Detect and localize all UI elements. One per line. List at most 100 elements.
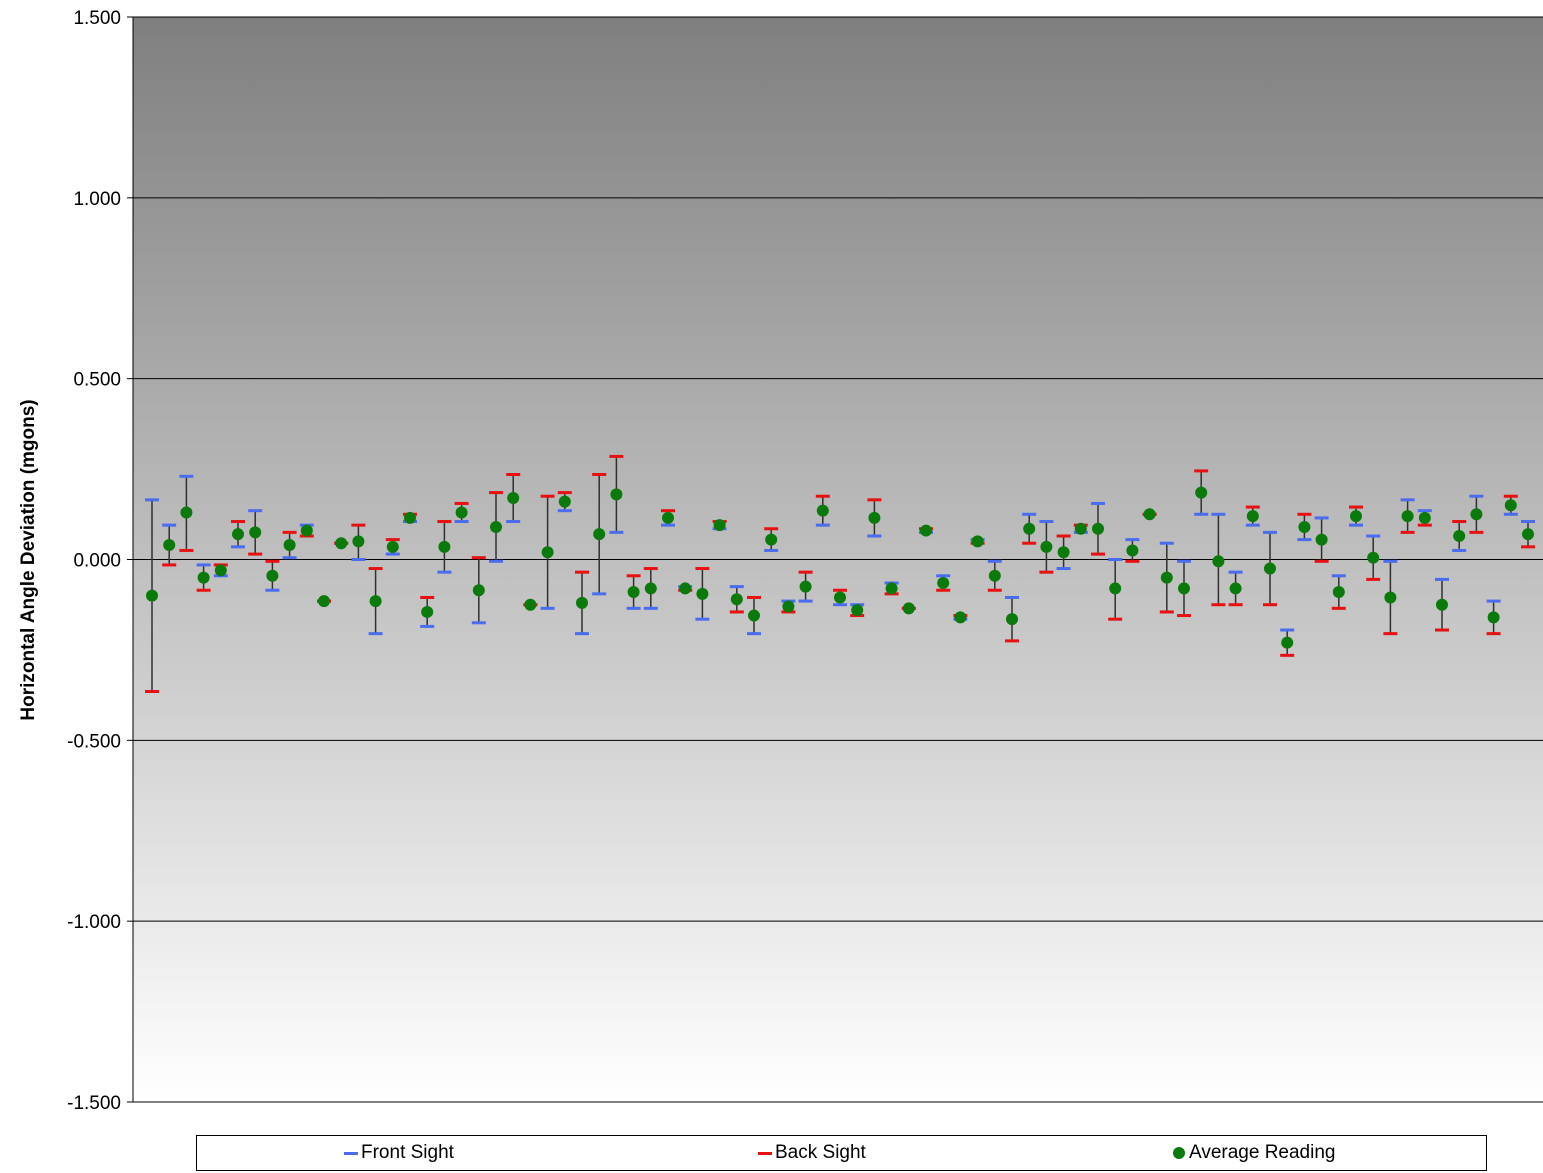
legend-label-back-sight: Back Sight bbox=[775, 1142, 866, 1163]
legend-label-front-sight: Front Sight bbox=[361, 1142, 454, 1163]
average-reading-point bbox=[249, 526, 262, 539]
average-reading-point bbox=[146, 589, 158, 602]
average-reading-point bbox=[920, 524, 932, 537]
average-reading-point bbox=[1212, 555, 1225, 568]
y-tick-label: 1.500 bbox=[73, 8, 121, 29]
average-reading-point bbox=[438, 540, 451, 553]
average-reading-point bbox=[937, 577, 950, 590]
average-reading-point bbox=[971, 535, 984, 548]
average-reading-point bbox=[1522, 528, 1534, 541]
average-reading-point bbox=[851, 604, 864, 617]
average-reading-point bbox=[524, 598, 537, 611]
average-reading-point bbox=[197, 571, 210, 584]
average-reading-point bbox=[610, 488, 623, 501]
average-reading-point bbox=[816, 504, 829, 517]
average-reading-point bbox=[765, 533, 778, 546]
average-reading-point bbox=[799, 580, 812, 593]
y-axis-title: Horizontal Angle Deviation (mgons) bbox=[18, 399, 39, 720]
average-reading-point bbox=[696, 587, 709, 600]
average-reading-point bbox=[730, 593, 743, 606]
average-reading-point bbox=[1436, 598, 1448, 611]
average-reading-point bbox=[386, 540, 399, 553]
average-reading-point bbox=[954, 611, 967, 624]
average-reading-point bbox=[472, 584, 485, 597]
average-reading-point bbox=[1487, 611, 1500, 624]
average-reading-point bbox=[1126, 544, 1139, 557]
average-reading-point bbox=[300, 524, 313, 537]
average-reading-point bbox=[1160, 571, 1173, 584]
average-reading-swatch bbox=[1173, 1147, 1185, 1159]
average-reading-point bbox=[490, 520, 502, 533]
average-reading-point bbox=[1195, 486, 1208, 499]
average-reading-point bbox=[1453, 529, 1466, 542]
average-reading-point bbox=[1384, 591, 1397, 604]
average-reading-point bbox=[558, 495, 571, 508]
average-reading-point bbox=[1006, 613, 1018, 626]
average-reading-point bbox=[180, 506, 193, 519]
average-reading-point bbox=[421, 605, 434, 618]
average-reading-point bbox=[576, 596, 588, 609]
average-reading-point bbox=[1281, 636, 1294, 649]
average-reading-point bbox=[679, 582, 692, 595]
y-tick-label: 0.000 bbox=[73, 551, 121, 572]
average-reading-point bbox=[593, 528, 606, 541]
average-reading-point bbox=[335, 537, 348, 550]
average-reading-point bbox=[1092, 522, 1104, 535]
average-reading-point bbox=[232, 528, 244, 541]
average-reading-point bbox=[1057, 546, 1070, 559]
legend-item-back-sight: Back Sight bbox=[758, 1142, 866, 1164]
average-reading-point bbox=[988, 569, 1001, 582]
average-reading-point bbox=[1315, 533, 1328, 546]
average-reading-point bbox=[369, 595, 382, 608]
average-reading-point bbox=[885, 582, 898, 595]
average-reading-point bbox=[1401, 510, 1414, 523]
average-reading-point bbox=[627, 586, 640, 599]
average-reading-point bbox=[782, 600, 795, 613]
average-reading-point bbox=[541, 546, 554, 559]
y-tick-labels: 1.500 1.000 0.500 0.000 -0.500 -1.000 -1.500 bbox=[67, 8, 133, 1114]
legend: Front Sight Back Sight Average Reading bbox=[196, 1135, 1487, 1171]
average-reading-point bbox=[1074, 522, 1087, 535]
y-tick-label: -0.500 bbox=[67, 731, 121, 752]
average-reading-point bbox=[713, 519, 726, 532]
y-tick-label: 0.500 bbox=[73, 370, 121, 391]
average-reading-point bbox=[1264, 562, 1276, 575]
average-reading-point bbox=[1418, 511, 1431, 524]
average-reading-point bbox=[1350, 510, 1362, 523]
average-reading-point bbox=[1109, 582, 1122, 595]
plot-area: 1.500 1.000 0.500 0.000 -0.500 -1.000 -1.500 H… bbox=[18, 8, 1543, 1114]
front-sight-swatch bbox=[344, 1151, 358, 1155]
average-reading-point bbox=[404, 511, 416, 524]
average-reading-point bbox=[748, 609, 760, 622]
average-reading-point bbox=[1504, 499, 1517, 512]
gridlines bbox=[133, 16, 1543, 1103]
average-reading-point bbox=[1143, 508, 1156, 521]
average-reading-point bbox=[644, 582, 657, 595]
average-reading-point bbox=[1229, 582, 1242, 595]
average-reading-point bbox=[902, 602, 915, 615]
y-tick-label: 1.000 bbox=[73, 189, 121, 210]
y-tick-label: -1.000 bbox=[67, 912, 121, 933]
back-sight-swatch bbox=[758, 1151, 772, 1155]
y-tick-label: -1.500 bbox=[67, 1093, 121, 1114]
average-reading-point bbox=[318, 595, 330, 608]
legend-item-front-sight: Front Sight bbox=[344, 1142, 454, 1164]
average-reading-point bbox=[283, 539, 296, 552]
legend-item-average-reading: Average Reading bbox=[1173, 1142, 1335, 1164]
average-reading-point bbox=[1298, 520, 1311, 533]
average-reading-point bbox=[834, 591, 846, 604]
average-reading-point bbox=[1040, 540, 1053, 553]
average-reading-point bbox=[214, 564, 227, 577]
average-reading-point bbox=[868, 511, 881, 524]
average-reading-point bbox=[1246, 510, 1259, 523]
legend-label-average-reading: Average Reading bbox=[1189, 1142, 1336, 1163]
average-reading-point bbox=[1332, 586, 1345, 599]
average-reading-point bbox=[1470, 508, 1483, 521]
data-marks bbox=[145, 454, 1535, 694]
average-reading-point bbox=[455, 506, 468, 519]
average-reading-point bbox=[266, 569, 279, 582]
average-reading-point bbox=[1023, 522, 1036, 535]
average-reading-point bbox=[352, 535, 365, 548]
average-reading-point bbox=[507, 492, 520, 505]
